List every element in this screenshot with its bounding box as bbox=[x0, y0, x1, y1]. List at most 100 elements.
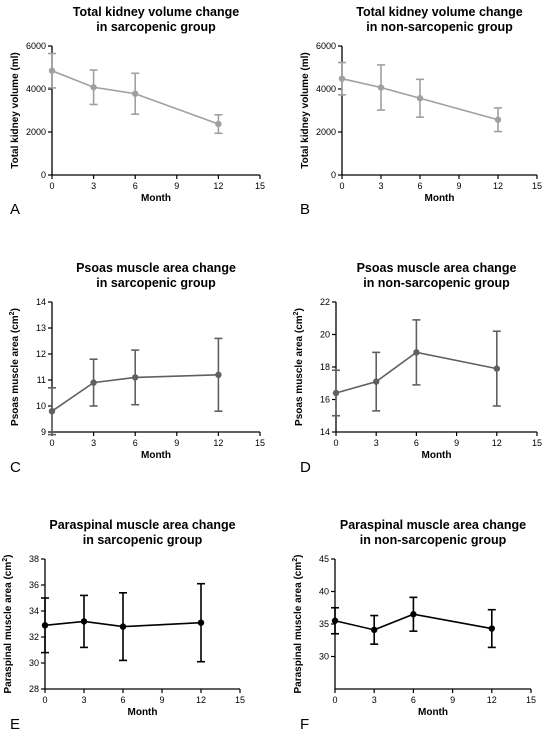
data-point bbox=[373, 378, 380, 385]
x-tick-label: 6 bbox=[120, 695, 125, 705]
x-tick-label: 0 bbox=[42, 695, 47, 705]
y-tick-label: 13 bbox=[36, 323, 46, 333]
panel-letter: E bbox=[10, 716, 20, 733]
x-axis-label: Month bbox=[422, 450, 452, 461]
chart-title-line: in sarcopenic group bbox=[96, 20, 216, 34]
data-point bbox=[413, 349, 420, 356]
x-tick-label: 6 bbox=[133, 181, 138, 191]
y-axis-label: Psoas muscle area (cm2) bbox=[293, 308, 305, 426]
data-point bbox=[132, 374, 139, 381]
x-tick-label: 9 bbox=[456, 181, 461, 191]
y-tick-label: 30 bbox=[29, 658, 39, 668]
x-tick-label: 6 bbox=[417, 181, 422, 191]
data-point bbox=[410, 611, 417, 618]
chart-title-line: in non-sarcopenic group bbox=[360, 533, 507, 547]
x-tick-label: 9 bbox=[174, 438, 179, 448]
data-point bbox=[132, 90, 139, 97]
y-tick-label: 4000 bbox=[316, 84, 336, 94]
y-tick-label: 2000 bbox=[26, 127, 46, 137]
y-tick-label: 10 bbox=[36, 401, 46, 411]
x-tick-label: 3 bbox=[374, 438, 379, 448]
y-tick-label: 22 bbox=[320, 297, 330, 307]
x-tick-label: 3 bbox=[372, 695, 377, 705]
data-point bbox=[90, 379, 97, 386]
y-axis-label-end: ) bbox=[294, 308, 305, 311]
x-axis-label: Month bbox=[128, 707, 158, 718]
y-tick-label: 32 bbox=[29, 632, 39, 642]
x-tick-label: 9 bbox=[159, 695, 164, 705]
chart-title-line: in non-sarcopenic group bbox=[366, 20, 513, 34]
data-point bbox=[215, 371, 222, 378]
data-point bbox=[488, 625, 495, 632]
panel-letter: F bbox=[300, 716, 309, 733]
y-axis-label: Total kidney volume (ml) bbox=[300, 52, 311, 169]
x-tick-label: 12 bbox=[213, 181, 223, 191]
x-tick-label: 12 bbox=[213, 438, 223, 448]
x-tick-label: 9 bbox=[450, 695, 455, 705]
x-tick-label: 9 bbox=[454, 438, 459, 448]
x-axis-label: Month bbox=[425, 193, 455, 204]
panel-letter: B bbox=[300, 201, 310, 218]
data-point bbox=[494, 116, 502, 123]
y-axis-label-text: Psoas muscle area (cm bbox=[10, 315, 21, 426]
x-tick-label: 3 bbox=[91, 438, 96, 448]
y-axis-label: Psoas muscle area (cm2) bbox=[9, 308, 21, 426]
chart-title-line: Psoas muscle area change bbox=[357, 261, 517, 275]
data-point bbox=[197, 619, 205, 626]
y-tick-label: 35 bbox=[319, 619, 329, 629]
series-line bbox=[335, 351, 497, 394]
x-tick-label: 12 bbox=[196, 695, 206, 705]
chart-title-line: Total kidney volume change bbox=[73, 5, 240, 19]
y-axis-label-superscript: 2 bbox=[292, 558, 299, 562]
series-line bbox=[51, 69, 219, 125]
y-tick-label: 6000 bbox=[316, 41, 336, 51]
data-point bbox=[377, 84, 385, 91]
x-tick-label: 15 bbox=[526, 695, 536, 705]
y-axis-label-text: Paraspinal muscle area (cm bbox=[3, 562, 14, 694]
data-point bbox=[331, 617, 339, 624]
x-tick-label: 0 bbox=[333, 438, 338, 448]
y-tick-label: 36 bbox=[29, 580, 39, 590]
y-tick-label: 0 bbox=[331, 170, 336, 180]
series-line bbox=[341, 77, 499, 121]
x-axis-label: Month bbox=[141, 193, 171, 204]
x-axis-label: Month bbox=[418, 707, 448, 718]
y-axis-label: Paraspinal muscle area (cm2) bbox=[292, 555, 304, 694]
y-tick-label: 9 bbox=[41, 427, 46, 437]
y-tick-label: 45 bbox=[319, 554, 329, 564]
y-axis-label-text: Total kidney volume (ml) bbox=[10, 52, 21, 169]
x-tick-label: 0 bbox=[339, 181, 344, 191]
y-tick-label: 12 bbox=[36, 349, 46, 359]
x-axis-label: Month bbox=[141, 450, 171, 461]
y-tick-label: 34 bbox=[29, 606, 39, 616]
y-tick-label: 2000 bbox=[316, 127, 336, 137]
x-tick-label: 3 bbox=[378, 181, 383, 191]
panel-letter: C bbox=[10, 459, 21, 476]
y-tick-label: 40 bbox=[319, 587, 329, 597]
y-axis-label-text: Paraspinal muscle area (cm bbox=[293, 562, 304, 694]
x-tick-label: 15 bbox=[532, 438, 542, 448]
x-tick-label: 0 bbox=[49, 181, 54, 191]
y-axis-label-end: ) bbox=[293, 555, 304, 558]
y-tick-label: 16 bbox=[320, 395, 330, 405]
y-axis-label-text: Psoas muscle area (cm bbox=[294, 315, 305, 426]
panel-letter: A bbox=[10, 201, 20, 218]
y-axis-label-superscript: 2 bbox=[9, 311, 16, 315]
panel-letter: D bbox=[300, 459, 311, 476]
data-point bbox=[48, 67, 56, 74]
x-tick-label: 6 bbox=[133, 438, 138, 448]
chart-title-line: Paraspinal muscle area change bbox=[49, 518, 235, 532]
y-tick-label: 4000 bbox=[26, 84, 46, 94]
y-tick-label: 14 bbox=[36, 297, 46, 307]
series-line bbox=[51, 374, 219, 412]
y-tick-label: 11 bbox=[37, 375, 46, 385]
data-point bbox=[493, 365, 500, 372]
data-point bbox=[215, 120, 222, 128]
data-point bbox=[416, 95, 424, 102]
x-tick-label: 15 bbox=[532, 181, 542, 191]
y-axis-label: Total kidney volume (ml) bbox=[10, 52, 21, 169]
